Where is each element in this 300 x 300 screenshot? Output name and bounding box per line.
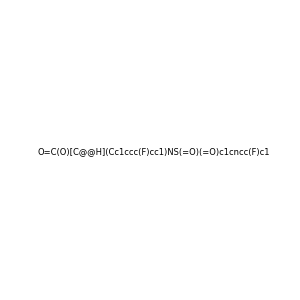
Text: O=C(O)[C@@H](Cc1ccc(F)cc1)NS(=O)(=O)c1cncc(F)c1: O=C(O)[C@@H](Cc1ccc(F)cc1)NS(=O)(=O)c1cn… [38, 147, 270, 156]
